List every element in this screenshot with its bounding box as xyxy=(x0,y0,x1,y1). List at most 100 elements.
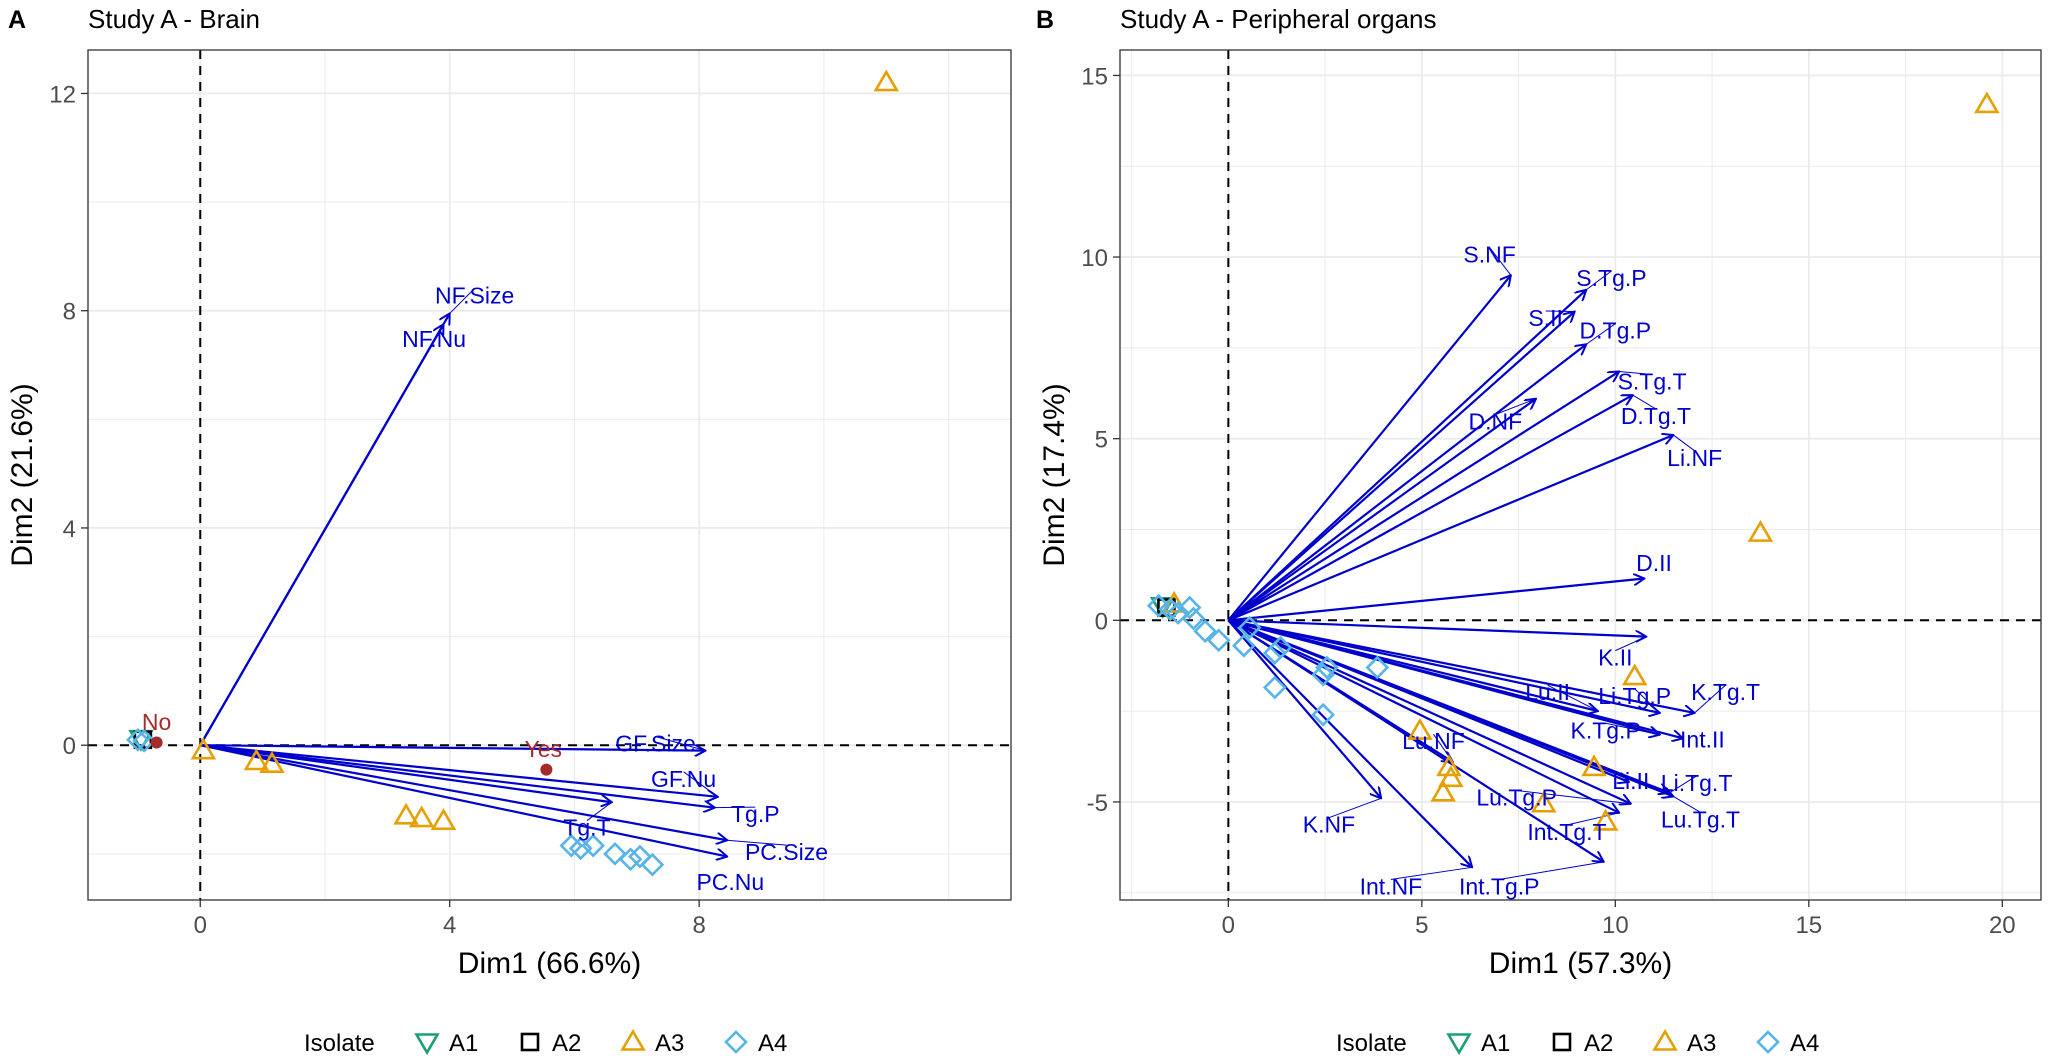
point-a4 xyxy=(1166,601,1190,625)
point-a3 xyxy=(1436,754,1462,777)
point-a4 xyxy=(1268,635,1293,660)
panel-b-gridlines xyxy=(1120,50,2041,900)
vector-leader-li-nf xyxy=(1673,434,1695,452)
point-a3 xyxy=(430,808,457,831)
vector-leader-d-nf xyxy=(1495,398,1537,415)
supplementary-label-yes: Yes xyxy=(524,736,562,762)
vector-label-k-tg-p: K.Tg.P xyxy=(1570,717,1640,743)
point-a3 xyxy=(259,751,285,774)
point-a4 xyxy=(1177,595,1202,620)
legend-key-a1 xyxy=(1446,1033,1472,1056)
legend-item-a1: A1 xyxy=(414,1030,478,1057)
legend-key-a1 xyxy=(414,1033,440,1056)
vector-label-tg-t: Tg.T xyxy=(563,815,610,841)
vector-leader-gf-nu xyxy=(683,771,719,798)
vector-arrow-k-nf xyxy=(1227,619,1381,798)
vector-arrow-tg-p xyxy=(200,744,715,807)
vector-leader-k-ii xyxy=(1615,636,1647,652)
vector-arrow-int-tg-t xyxy=(1227,619,1619,813)
point-a4 xyxy=(618,847,643,872)
vector-arrow-k-ii xyxy=(1228,619,1646,636)
panel-a-ticks: 0 4 8 0 4 8 12 xyxy=(49,81,706,939)
vector-leader-pc-size xyxy=(727,839,787,846)
supplementary-label-no: No xyxy=(142,709,171,735)
point-a4 xyxy=(1146,593,1171,618)
vector-label-lu-tg-p: Lu.Tg.P xyxy=(1476,784,1557,810)
legend-item-a2: A2 xyxy=(1552,1030,1613,1057)
supplementary-point-yes xyxy=(540,763,553,776)
legend-title: Isolate xyxy=(1336,1030,1407,1057)
vector-label-li-ii: Li.II xyxy=(1612,768,1649,794)
vector-leader-s-nf xyxy=(1489,247,1512,276)
point-a4 xyxy=(1206,628,1231,653)
point-a3 xyxy=(1407,718,1433,740)
vector-arrow-pc-size xyxy=(200,744,727,840)
point-a4 xyxy=(568,836,593,861)
vector-arrow-int-nf xyxy=(1227,619,1472,867)
point-a4 xyxy=(126,727,150,752)
vector-arrow-gf-size xyxy=(200,744,705,750)
vector-arrow-d-ii xyxy=(1228,579,1644,622)
panel-a-letter: A xyxy=(8,6,26,34)
vector-arrow-s-tg-t xyxy=(1227,371,1619,622)
vector-leader-nf-size xyxy=(449,288,476,314)
x-tick-label: 10 xyxy=(1602,912,1629,939)
x-tick-label: 8 xyxy=(692,912,705,939)
point-a4 xyxy=(1193,619,1217,644)
x-tick-label: 4 xyxy=(443,912,456,939)
point-a4 xyxy=(1237,615,1262,640)
panel-b-title: Study A - Peripheral organs xyxy=(1120,4,1437,34)
vector-label-int-nf: Int.NF xyxy=(1360,873,1423,899)
point-a3 xyxy=(1974,91,2000,114)
panel-b-vectors xyxy=(1227,247,1726,880)
point-a3 xyxy=(408,805,435,828)
vector-label-k-nf: K.NF xyxy=(1303,812,1355,838)
point-a4 xyxy=(1262,675,1287,700)
vector-arrow-d-tg-t xyxy=(1227,395,1632,622)
vector-label-s-tg-t: S.Tg.T xyxy=(1618,369,1687,395)
point-a4 xyxy=(1181,606,1206,631)
legend-key-a3 xyxy=(620,1028,646,1051)
y-tick-label: 0 xyxy=(1095,608,1108,635)
supplementary-point-no xyxy=(150,736,163,749)
point-a3 xyxy=(1747,520,1774,542)
panel-a-plot-border xyxy=(87,49,1012,901)
vector-label-d-nf: D.NF xyxy=(1469,409,1523,435)
vector-leader-d-tg-t xyxy=(1632,394,1657,410)
vector-leader-lu-ii xyxy=(1547,684,1599,712)
point-a4 xyxy=(1262,641,1287,665)
vector-leader-gf-size xyxy=(655,736,706,752)
legend-key-a4 xyxy=(1756,1030,1780,1054)
point-a3 xyxy=(1592,808,1619,831)
vector-label-nf-size: NF.Size xyxy=(435,282,514,308)
panel-a-points xyxy=(126,69,900,877)
legend-key-a4 xyxy=(724,1030,748,1054)
y-tick-label: 0 xyxy=(63,733,76,760)
vector-label-li-tg-p: Li.Tg.P xyxy=(1598,683,1671,709)
vector-arrow-d-nf xyxy=(1227,399,1536,622)
legend-label-a2: A2 xyxy=(1584,1030,1613,1057)
legend-item-a4: A4 xyxy=(1756,1030,1819,1057)
point-a4 xyxy=(603,841,627,866)
point-a3 xyxy=(1581,754,1607,777)
vector-leader-k-nf xyxy=(1328,797,1382,819)
vector-arrow-k-tg-t xyxy=(1228,619,1694,713)
panel-b-letter: B xyxy=(1036,6,1054,34)
vector-arrow-li-nf xyxy=(1227,435,1673,622)
legend-item-a1: A1 xyxy=(1446,1030,1510,1057)
vector-arrow-pc-nu xyxy=(200,744,727,856)
legend-item-a4: A4 xyxy=(724,1030,787,1057)
vector-leader-int-tg-t xyxy=(1566,812,1620,826)
legend-panel-b: Isolate A1 A2 A3 A4 xyxy=(1336,1028,1819,1057)
vector-label-lu-nf: Lu.NF xyxy=(1402,728,1465,754)
vector-leader-lu-tg-p xyxy=(1516,789,1631,805)
legend-panel-a: Isolate A1 A2 A3 A4 xyxy=(304,1028,787,1057)
vector-label-gf-size: GF.Size xyxy=(615,730,696,756)
vector-label-int-ii: Int.II xyxy=(1680,726,1725,752)
point-a4 xyxy=(132,729,156,753)
vector-leader-int-nf xyxy=(1390,866,1473,880)
vector-leader-int-tg-p xyxy=(1499,861,1604,880)
point-a4 xyxy=(581,833,605,858)
panel-b-x-axis-title: Dim1 (57.3%) xyxy=(1489,947,1672,980)
